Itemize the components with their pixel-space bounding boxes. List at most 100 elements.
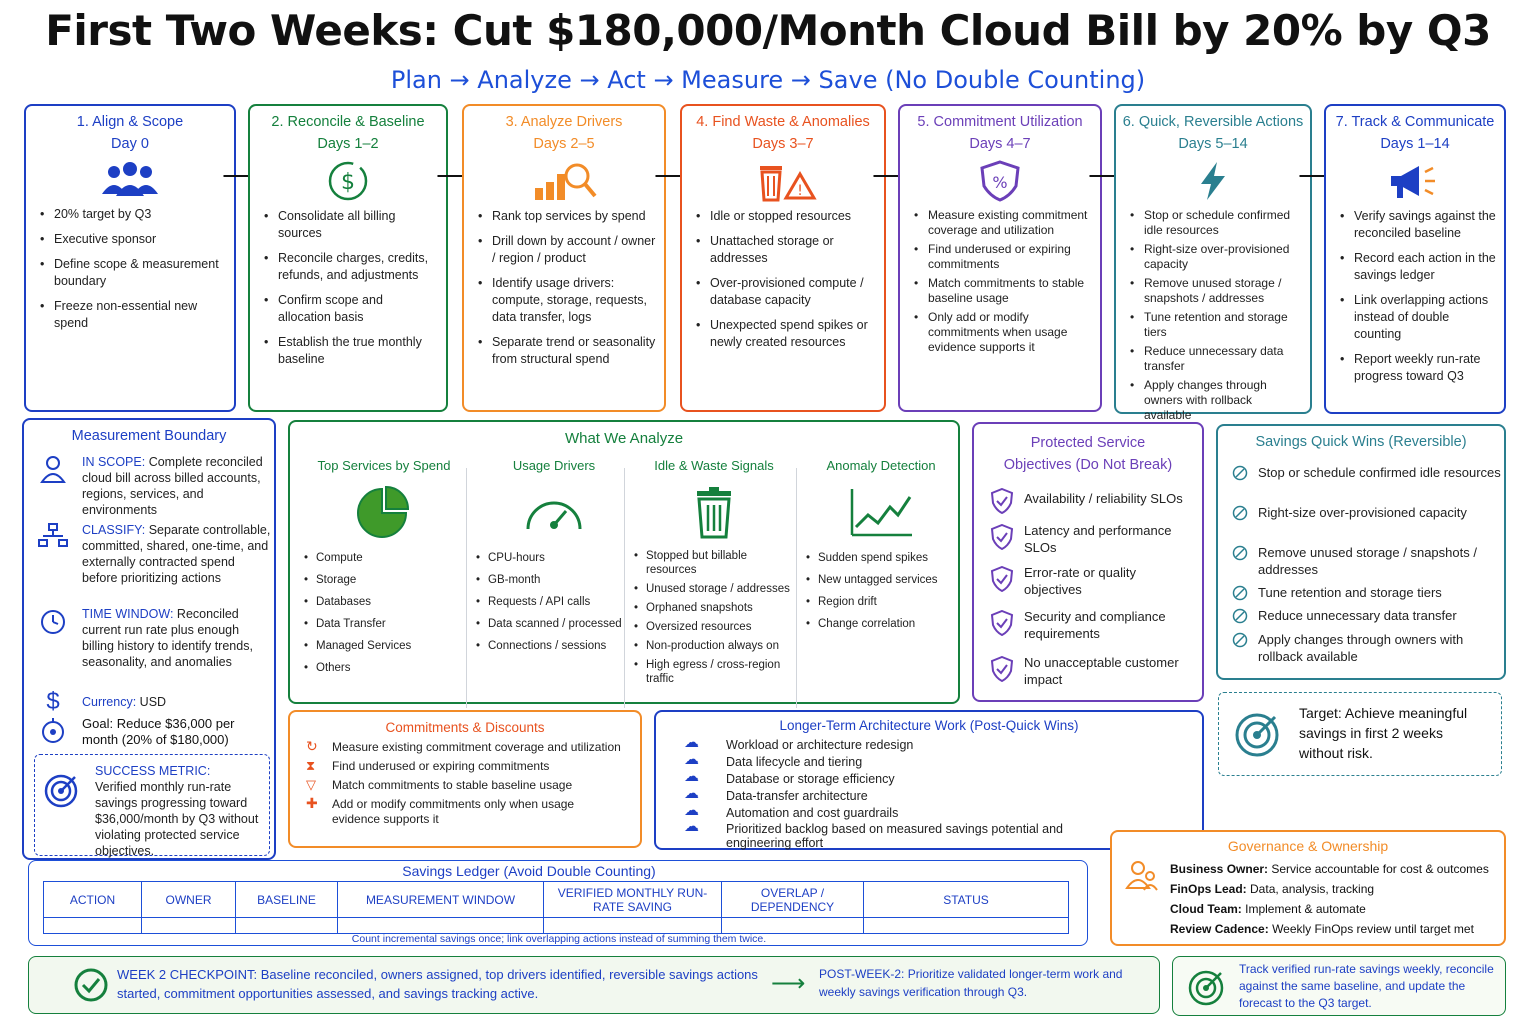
analyze-col-anomaly: Anomaly Detection Sudden spend spikes Ne… (806, 458, 956, 708)
list-item: Sudden spend spikes (806, 551, 956, 565)
refresh-icon: ↻ (306, 738, 318, 754)
dollar-icon: $ (328, 161, 368, 201)
row-text: Data, analysis, tracking (1250, 882, 1375, 896)
col-title: Top Services by Spend (317, 458, 451, 473)
row-label: FinOps Lead: (1170, 882, 1247, 896)
longterm-item: ☁ Automation and cost guardrails (684, 803, 899, 820)
ledger-cell[interactable] (141, 917, 236, 934)
list-item: Data scanned / processed (476, 617, 632, 631)
ledger-cell[interactable] (863, 917, 1069, 934)
row-label: Cloud Team: (1170, 902, 1242, 916)
phase-title: 7. Track & Communicate (1335, 114, 1495, 130)
list-item: High egress / cross-region traffic (634, 658, 794, 686)
ledger-table: ACTION OWNER BASELINE MEASUREMENT WINDOW… (43, 881, 1069, 934)
success-label: SUCCESS METRIC: (95, 764, 211, 778)
cloud-icon: ☁ (684, 785, 699, 802)
section-title: Commitments & Discounts (385, 720, 545, 735)
ledger-cell[interactable] (721, 917, 864, 934)
objective-text: Error-rate or quality objectives (1024, 565, 1136, 597)
track-note-text: Track verified run-rate savings weekly, … (1239, 962, 1494, 1010)
phase-days: Days 5–14 (1178, 136, 1248, 152)
phase-item: Consolidate all billing sources (264, 208, 438, 242)
phase-item: Match commitments to stable baseline usa… (914, 276, 1092, 306)
longterm-item: ☁ Database or storage efficiency (684, 769, 895, 786)
svg-text:%: % (992, 173, 1007, 192)
what-we-analyze-panel: What We Analyze Top Services by Spend Co… (288, 420, 960, 708)
objective-item: Error-rate or quality objectives (988, 564, 1188, 598)
phase-item: Reduce unnecessary data transfer (1130, 344, 1302, 374)
people-icon (1125, 861, 1158, 891)
phase-title: 3. Analyze Drivers (505, 114, 623, 130)
quick-win-item: Reduce unnecessary data transfer (1232, 607, 1502, 624)
ledger-cell[interactable] (235, 917, 338, 934)
phase-days: Days 1–14 (1380, 136, 1450, 152)
longterm-panel: Longer-Term Architecture Work (Post-Quic… (654, 710, 1204, 850)
governance-row: Cloud Team: Implement & automate (1170, 902, 1366, 917)
col-title: Usage Drivers (512, 458, 596, 473)
objective-item: Latency and performance SLOs (988, 522, 1188, 556)
quick-win-text: Remove unused storage / snapshots / addr… (1258, 545, 1477, 577)
row-text: Complete reconciled cloud bill across bi… (82, 455, 263, 517)
phase-item: Unattached storage or addresses (696, 233, 876, 267)
ledger-cell[interactable] (337, 917, 544, 934)
phase-card-2: 2. Reconcile & Baseline Days 1–2 $ Conso… (248, 104, 448, 412)
phase-title: 1. Align & Scope (76, 114, 184, 130)
funnel-icon: ▽ (306, 777, 316, 792)
section-title: Protected Service Objectives (Do Not Bre… (1003, 435, 1173, 473)
list-item: Non-production always on (634, 639, 794, 653)
arrow-right-icon: ⟶ (771, 970, 806, 997)
section-title: Longer-Term Architecture Work (Post-Quic… (779, 718, 1079, 733)
phase-card-4: 4. Find Waste & Anomalies Days 3–7 ! Idl… (680, 104, 886, 412)
checkpoint-banner: WEEK 2 CHECKPOINT: Baseline reconciled, … (28, 956, 1160, 1014)
quick-win-text: Right-size over-provisioned capacity (1258, 505, 1467, 520)
in-scope-row: IN SCOPE: Complete reconciled cloud bill… (38, 454, 273, 518)
commitment-item: ✚ Add or modify commitments only when us… (304, 796, 624, 827)
list-item: Region drift (806, 595, 956, 609)
check-circle-icon (1232, 608, 1248, 624)
list-item: Orphaned snapshots (634, 601, 794, 615)
analyze-col-idle-waste: Idle & Waste Signals Stopped but billabl… (634, 458, 794, 708)
ledger-cell[interactable] (543, 917, 722, 934)
row-label: TIME WINDOW: (82, 607, 174, 621)
phase-days: Days 2–5 (533, 136, 595, 152)
check-circle-icon (1232, 465, 1248, 481)
list-item: Others (304, 661, 464, 675)
success-text: Verified monthly run-rate savings progre… (95, 780, 259, 858)
shield-check-icon (990, 488, 1014, 514)
row-label: Goal: (82, 716, 114, 731)
phase-days: Days 4–7 (969, 136, 1031, 152)
shield-check-icon (990, 566, 1014, 592)
hourglass-icon: ⧗ (306, 758, 316, 773)
analyze-col-top-services: Top Services by Spend Compute Storage Da… (304, 458, 464, 708)
check-circle-icon (1232, 545, 1248, 561)
list-item: Change correlation (806, 617, 956, 631)
divider (466, 468, 467, 708)
ledger-header: OVERLAP / DEPENDENCY (721, 881, 864, 918)
ledger-cell[interactable] (43, 917, 142, 934)
table-row (43, 917, 1069, 934)
divider (624, 468, 625, 708)
list-item: Compute (304, 551, 464, 565)
list-item: Databases (304, 595, 464, 609)
phase-item: Verify savings against the reconciled ba… (1340, 208, 1496, 242)
divider (796, 468, 797, 708)
phase-card-1: 1. Align & Scope Day 0 20% target by Q3 … (24, 104, 236, 412)
phase-item: Drill down by account / owner / region /… (478, 233, 656, 267)
commitment-text: Find underused or expiring commitments (332, 759, 550, 773)
phase-item: Right-size over-provisioned capacity (1130, 242, 1302, 272)
goal-icon (42, 718, 64, 743)
target-icon (1235, 713, 1279, 757)
quick-win-item: Tune retention and storage tiers (1232, 584, 1502, 601)
row-label: CLASSIFY: (82, 523, 146, 537)
longterm-text: Automation and cost guardrails (726, 806, 899, 820)
row-label: IN SCOPE: (82, 455, 146, 469)
objective-item: No unacceptable customer impact (988, 654, 1188, 688)
ledger-header: STATUS (863, 881, 1069, 918)
svg-text:$: $ (341, 170, 355, 195)
governance-row: Review Cadence: Weekly FinOps review unt… (1170, 922, 1474, 937)
section-title: Governance & Ownership (1227, 838, 1389, 854)
clock-icon (41, 610, 65, 634)
ledger-title: Savings Ledger (Avoid Double Counting) (402, 863, 656, 879)
post-week-text: Prioritize validated longer-term work an… (819, 967, 1123, 999)
phase-days: Day 0 (111, 136, 149, 152)
